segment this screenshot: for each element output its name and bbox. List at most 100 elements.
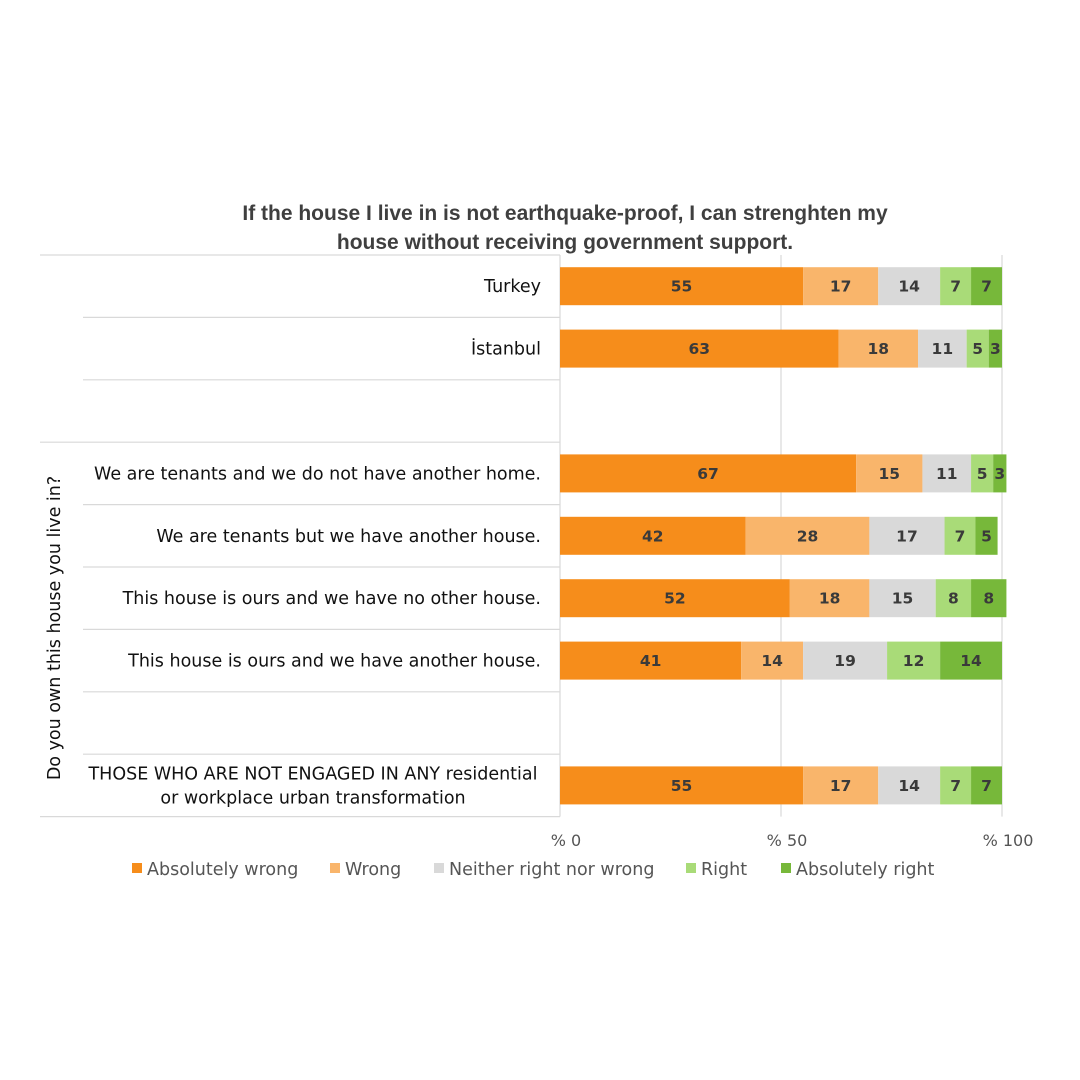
category-label: We are tenants and we do not have anothe…: [94, 464, 541, 484]
legend-label: Absolutely right: [796, 860, 935, 880]
legend-swatch: [132, 863, 142, 873]
data-label: 18: [819, 590, 841, 608]
legend-swatch: [781, 863, 791, 873]
y-axis-title: Do you own this house you live in?: [45, 476, 65, 780]
legend-swatch: [434, 863, 444, 873]
bar-segment: [560, 516, 746, 555]
bar-segment: [745, 516, 870, 555]
data-label: 5: [977, 465, 988, 483]
data-label: 67: [697, 465, 719, 483]
bar-segment: [878, 267, 941, 306]
chart-legend: Absolutely wrong Wrong Neither right nor w…: [132, 860, 935, 880]
bar-segment: [940, 766, 972, 805]
bar-segment: [741, 641, 804, 680]
category-label: or workplace urban transformation: [160, 788, 465, 808]
bar-segment: [940, 267, 972, 306]
x-axis-ticks: % 0 % 50 % 100: [551, 831, 1034, 850]
data-label: 14: [898, 777, 920, 795]
bar-segment: [918, 329, 967, 368]
legend-swatch: [330, 863, 340, 873]
legend-label: Absolutely wrong: [147, 860, 298, 880]
bar-segment: [966, 329, 989, 368]
bar-segment: [838, 329, 919, 368]
bar-segment: [560, 267, 804, 306]
data-label: 17: [830, 278, 852, 296]
bar-segment: [975, 516, 998, 555]
legend-swatch: [686, 863, 696, 873]
category-separators: [40, 254, 560, 818]
legend-label: Wrong: [345, 860, 401, 880]
data-label: 8: [983, 590, 994, 608]
data-label: 7: [950, 777, 961, 795]
data-label: 14: [898, 278, 920, 296]
category-label: Turkey: [483, 277, 541, 297]
category-label: THOSE WHO ARE NOT ENGAGED IN ANY residen…: [87, 764, 537, 784]
chart-title-line: house without receiving government suppo…: [337, 231, 793, 254]
data-label: 3: [994, 465, 1005, 483]
data-label: 11: [936, 465, 958, 483]
bar-segment: [935, 579, 972, 618]
data-label: 55: [671, 278, 693, 296]
data-label: 63: [688, 340, 710, 358]
x-tick-label: % 0: [551, 831, 581, 850]
data-label: 52: [664, 590, 686, 608]
data-label: 18: [867, 340, 889, 358]
category-label: İstanbul: [471, 339, 541, 360]
data-label: 14: [761, 652, 783, 670]
bar-segment: [803, 267, 879, 306]
category-label: This house is ours and we have no other …: [122, 589, 541, 609]
data-label: 5: [972, 340, 983, 358]
bar-segment: [560, 454, 857, 493]
data-label: 41: [640, 652, 662, 670]
bar-segment: [993, 454, 1007, 493]
bar-segment: [560, 329, 839, 368]
chart-bars: 55 17 14 7 763 18 11 5 367 15 11 5 342 28 17 7 552 18 15 8 8…: [560, 267, 1007, 805]
data-label: 3: [990, 340, 1001, 358]
category-labels: Turkey İstanbul We are tenants and we do n…: [87, 277, 541, 808]
bar-segment: [869, 516, 945, 555]
bar-segment: [971, 267, 1002, 306]
chart-title-line: If the house I live in is not earthquake…: [242, 202, 888, 225]
data-label: 15: [892, 590, 914, 608]
data-label: 14: [960, 652, 982, 670]
data-label: 7: [955, 527, 966, 545]
data-label: 11: [932, 340, 954, 358]
bar-segment: [856, 454, 923, 493]
legend-label: Neither right nor wrong: [449, 860, 654, 880]
bar-segment: [971, 454, 994, 493]
data-label: 15: [879, 465, 901, 483]
bar-segment: [869, 579, 936, 618]
bar-segment: [971, 766, 1002, 805]
chart-title: If the house I live in is not earthquake…: [242, 202, 888, 254]
bar-segment: [789, 579, 870, 618]
data-label: 17: [830, 777, 852, 795]
data-label: 12: [903, 652, 925, 670]
bar-segment: [988, 329, 1002, 368]
legend-label: Right: [701, 860, 747, 880]
data-label: 7: [981, 777, 992, 795]
data-label: 55: [671, 777, 693, 795]
data-label: 17: [896, 527, 918, 545]
bar-segment: [887, 641, 941, 680]
x-tick-label: % 100: [983, 831, 1034, 850]
bar-segment: [560, 766, 804, 805]
bar-segment: [944, 516, 976, 555]
data-label: 7: [950, 278, 961, 296]
x-tick-label: % 50: [767, 831, 808, 850]
bar-segment: [940, 641, 1002, 680]
data-label: 42: [642, 527, 664, 545]
bar-segment: [803, 641, 888, 680]
category-label: We are tenants but we have another house…: [156, 527, 541, 547]
bar-segment: [803, 766, 879, 805]
bar-segment: [878, 766, 941, 805]
bar-segment: [971, 579, 1007, 618]
bar-segment: [560, 641, 742, 680]
data-label: 19: [834, 652, 856, 670]
data-label: 5: [981, 527, 992, 545]
data-label: 7: [981, 278, 992, 296]
bar-segment: [922, 454, 972, 493]
data-label: 28: [797, 527, 819, 545]
data-label: 8: [948, 590, 959, 608]
bar-segment: [560, 579, 790, 618]
